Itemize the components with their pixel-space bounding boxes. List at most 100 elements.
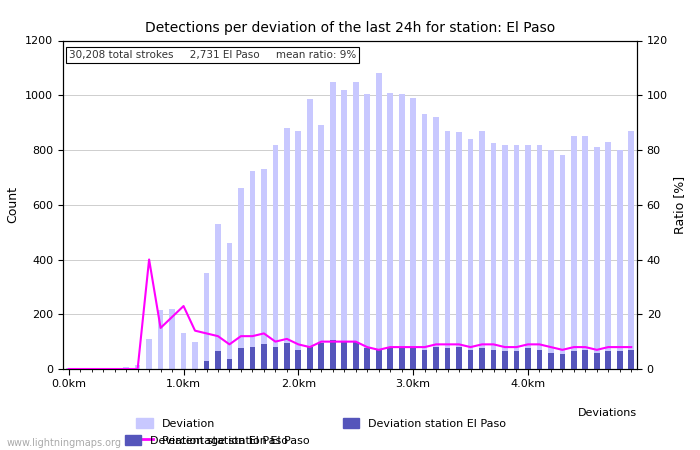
Percentage station El Paso [570,344,578,350]
Bar [582,350,588,369]
Bar [215,224,221,369]
Bar [123,367,129,369]
Bar [158,310,163,369]
Bar [353,342,358,369]
Bar [559,354,566,369]
Percentage station El Paso [524,342,532,347]
Bar [295,350,301,369]
Percentage station El Paso [111,366,119,372]
Bar [250,347,255,369]
Bar [525,144,531,369]
Percentage station El Paso [421,344,429,350]
Percentage station El Paso [168,314,176,319]
Bar [559,155,566,369]
Percentage station El Paso [536,342,544,347]
Bar [181,333,186,369]
Percentage station El Paso [294,342,302,347]
Bar [365,94,370,369]
Percentage station El Paso [398,344,406,350]
Percentage station El Paso [455,342,463,347]
Bar [548,353,554,369]
Bar [536,144,542,369]
Bar [491,350,496,369]
Bar [582,136,588,369]
Bar [479,348,485,369]
Percentage station El Paso [363,344,372,350]
Percentage station El Paso [340,339,349,344]
Percentage station El Paso [374,347,383,352]
Bar [421,350,428,369]
Bar [318,343,324,369]
Bar [261,169,267,369]
Bar [491,143,496,369]
Title: Detections per deviation of the last 24h for station: El Paso: Detections per deviation of the last 24h… [145,21,555,35]
Bar [502,144,508,369]
Bar [330,81,336,369]
Text: www.lightningmaps.org: www.lightningmaps.org [7,438,122,448]
Percentage station El Paso [615,344,624,350]
Bar [525,348,531,369]
Bar [204,361,209,369]
Bar [410,98,416,369]
Bar [468,139,473,369]
Percentage station El Paso [328,339,337,344]
Bar [594,147,600,369]
Bar [146,339,152,369]
Bar [376,350,382,369]
Bar [399,348,405,369]
Bar [376,73,382,369]
Percentage station El Paso [76,366,85,372]
Bar [514,144,519,369]
Bar [387,348,393,369]
Percentage station El Paso [547,344,555,350]
Percentage station El Paso [317,339,326,344]
Bar [238,348,244,369]
Bar [444,348,451,369]
Bar [342,342,347,369]
Percentage station El Paso [283,336,291,342]
Percentage station El Paso [558,347,566,352]
Bar [284,343,290,369]
Percentage station El Paso [478,342,486,347]
Bar [365,348,370,369]
Text: Deviations: Deviations [578,409,637,419]
Bar [617,150,623,369]
Bar [272,347,279,369]
Bar [617,351,623,369]
Percentage station El Paso [88,366,96,372]
Percentage station El Paso [99,366,107,372]
Percentage station El Paso [627,344,636,350]
Bar [272,144,279,369]
Bar [410,347,416,369]
Percentage station El Paso [225,342,234,347]
Percentage station El Paso [271,339,279,344]
Bar [295,131,301,369]
Bar [215,351,221,369]
Bar [330,340,336,369]
Bar [284,128,290,369]
Percentage station El Paso [134,366,142,372]
Bar [112,368,118,369]
Percentage station El Paso [260,331,268,336]
Percentage station El Paso [581,344,589,350]
Bar [629,350,634,369]
Percentage station El Paso [512,344,521,350]
Bar [307,347,313,369]
Percentage station El Paso [237,333,245,339]
Bar [421,114,428,369]
Bar [548,150,554,369]
Percentage station El Paso [604,344,612,350]
Bar [250,171,255,369]
Bar [169,309,175,369]
Y-axis label: Ratio [%]: Ratio [%] [673,176,687,234]
Bar [433,347,439,369]
Bar [502,351,508,369]
Bar [594,353,600,369]
Bar [204,273,209,369]
Bar [571,136,577,369]
Percentage station El Paso [489,342,498,347]
Bar [606,142,611,369]
Bar [571,351,577,369]
Bar [353,81,358,369]
Bar [479,131,485,369]
